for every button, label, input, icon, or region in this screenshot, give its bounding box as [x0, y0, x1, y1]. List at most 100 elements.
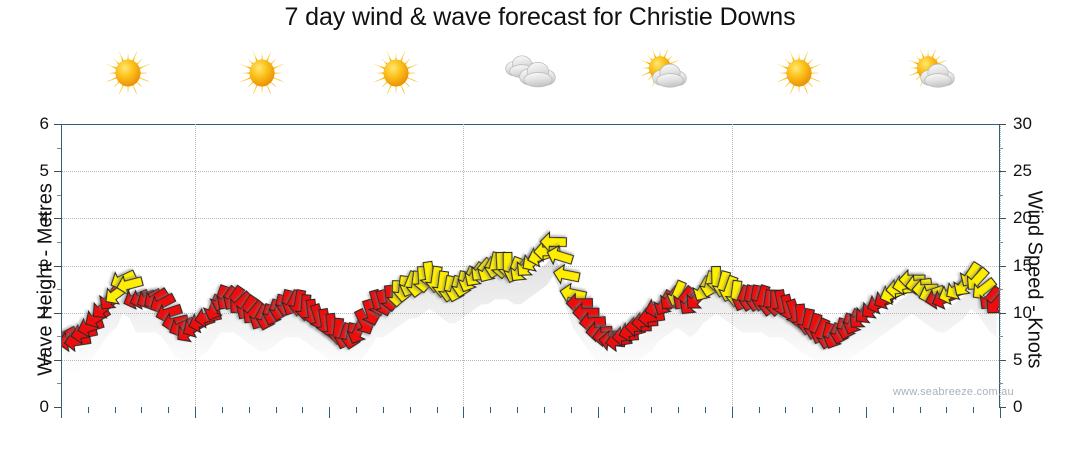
x-minor-tick	[141, 407, 142, 413]
day-label-saturday	[463, 416, 597, 470]
y-tick-label-right: 10	[1013, 302, 1032, 322]
y-tick-label-left: 3	[39, 255, 49, 275]
sunny-icon	[93, 40, 163, 104]
y-tick-left	[54, 312, 61, 314]
sunny-icon	[227, 40, 297, 104]
y-tick-label-left: 4	[39, 208, 49, 228]
x-day-divider-tick	[1000, 407, 1001, 418]
x-minor-tick	[115, 407, 116, 413]
x-day-divider-tick	[732, 407, 733, 418]
plot-area: 0 0 1 5 2 10 3 15 4 20 5 25 6 30	[40, 115, 1032, 418]
x-minor-tick	[785, 407, 786, 413]
wind-arrow	[572, 301, 600, 324]
x-minor-tick	[410, 407, 411, 413]
x-minor-tick	[222, 407, 223, 413]
x-minor-tick	[302, 407, 303, 413]
x-minor-tick	[249, 407, 250, 413]
y-minor-tick	[999, 289, 1003, 291]
sunny-icon	[361, 40, 431, 104]
wind-arrow	[546, 244, 575, 266]
left-axis-line	[61, 124, 62, 408]
page-title: 7 day wind & wave forecast for Christie …	[284, 3, 796, 31]
wind-arrow	[565, 292, 594, 315]
sunny-icon	[764, 40, 834, 104]
y-tick-label-right: 5	[1013, 349, 1023, 369]
x-minor-tick	[276, 407, 277, 413]
day-header-wednesday	[61, 38, 195, 126]
y-tick-label-left: 0	[39, 397, 49, 416]
x-minor-tick	[356, 407, 357, 413]
x-minor-tick	[946, 407, 947, 413]
x-day-divider-tick	[463, 407, 464, 418]
day-header-tuesday	[866, 38, 1000, 126]
x-minor-tick	[624, 407, 625, 413]
wind-arrow	[361, 298, 383, 326]
site-watermark: www.seabreeze.com.au	[893, 386, 1014, 398]
y-minor-tick	[999, 383, 1003, 385]
day-label-friday	[329, 416, 463, 470]
y-tick-left	[54, 171, 61, 173]
day-label-sunday	[598, 416, 732, 470]
x-minor-tick	[168, 407, 169, 413]
partly-cloudy-icon	[630, 40, 700, 104]
x-day-divider-tick	[195, 407, 196, 418]
x-minor-tick	[705, 407, 706, 413]
x-minor-tick	[490, 407, 491, 413]
x-minor-tick	[571, 407, 572, 413]
x-minor-tick	[651, 407, 652, 413]
y-minor-tick	[57, 194, 61, 196]
y-minor-tick	[999, 336, 1003, 338]
x-day-divider-tick	[329, 407, 330, 418]
y-tick-left	[54, 124, 61, 125]
y-tick-left	[54, 359, 61, 361]
wind-arrow	[539, 230, 567, 253]
y-tick-left	[54, 218, 61, 220]
day-label-monday	[732, 416, 866, 470]
y-tick-label-left: 1	[39, 349, 49, 369]
y-tick-right	[999, 171, 1006, 173]
x-minor-tick	[544, 407, 545, 413]
x-day-divider-tick	[598, 407, 599, 418]
x-day-divider-tick	[866, 407, 867, 418]
x-minor-tick	[517, 407, 518, 413]
y-minor-tick	[999, 194, 1003, 196]
x-minor-tick	[437, 407, 438, 413]
day-header-monday	[732, 38, 866, 126]
horizontal-gridline	[62, 171, 999, 173]
y-tick-right	[999, 407, 1006, 408]
wind-arrow	[986, 289, 1000, 314]
x-minor-tick	[812, 407, 813, 413]
x-minor-tick	[88, 407, 89, 413]
y-tick-label-right: 25	[1013, 161, 1032, 181]
y-minor-tick	[57, 336, 61, 338]
x-minor-tick	[678, 407, 679, 413]
x-day-divider-tick	[61, 407, 62, 418]
day-header-sunday	[598, 38, 732, 126]
x-axis-line	[61, 124, 1000, 125]
y-tick-label-right: 15	[1013, 255, 1032, 275]
day-header-friday	[329, 38, 463, 126]
x-minor-tick	[383, 407, 384, 413]
horizontal-gridline	[62, 218, 999, 220]
y-tick-label-left: 2	[39, 302, 49, 322]
wind-arrow	[116, 274, 144, 296]
wind-arrow	[966, 266, 990, 290]
wind-arrow	[552, 263, 581, 285]
y-tick-right	[999, 124, 1006, 125]
x-minor-tick	[920, 407, 921, 413]
y-tick-left	[54, 265, 61, 267]
y-minor-tick	[57, 289, 61, 291]
y-tick-label-right: 30	[1013, 114, 1032, 133]
x-minor-tick	[893, 407, 894, 413]
x-minor-tick	[973, 407, 974, 413]
y-tick-label-right: 0	[1013, 397, 1023, 416]
cloudy-icon	[495, 40, 565, 104]
y-minor-tick	[999, 241, 1003, 243]
y-minor-tick	[57, 383, 61, 385]
y-tick-label-right: 20	[1013, 208, 1032, 228]
y-tick-label-left: 6	[39, 114, 49, 133]
y-minor-tick	[57, 241, 61, 243]
day-label-tuesday	[866, 416, 1000, 470]
y-tick-right	[999, 312, 1006, 314]
